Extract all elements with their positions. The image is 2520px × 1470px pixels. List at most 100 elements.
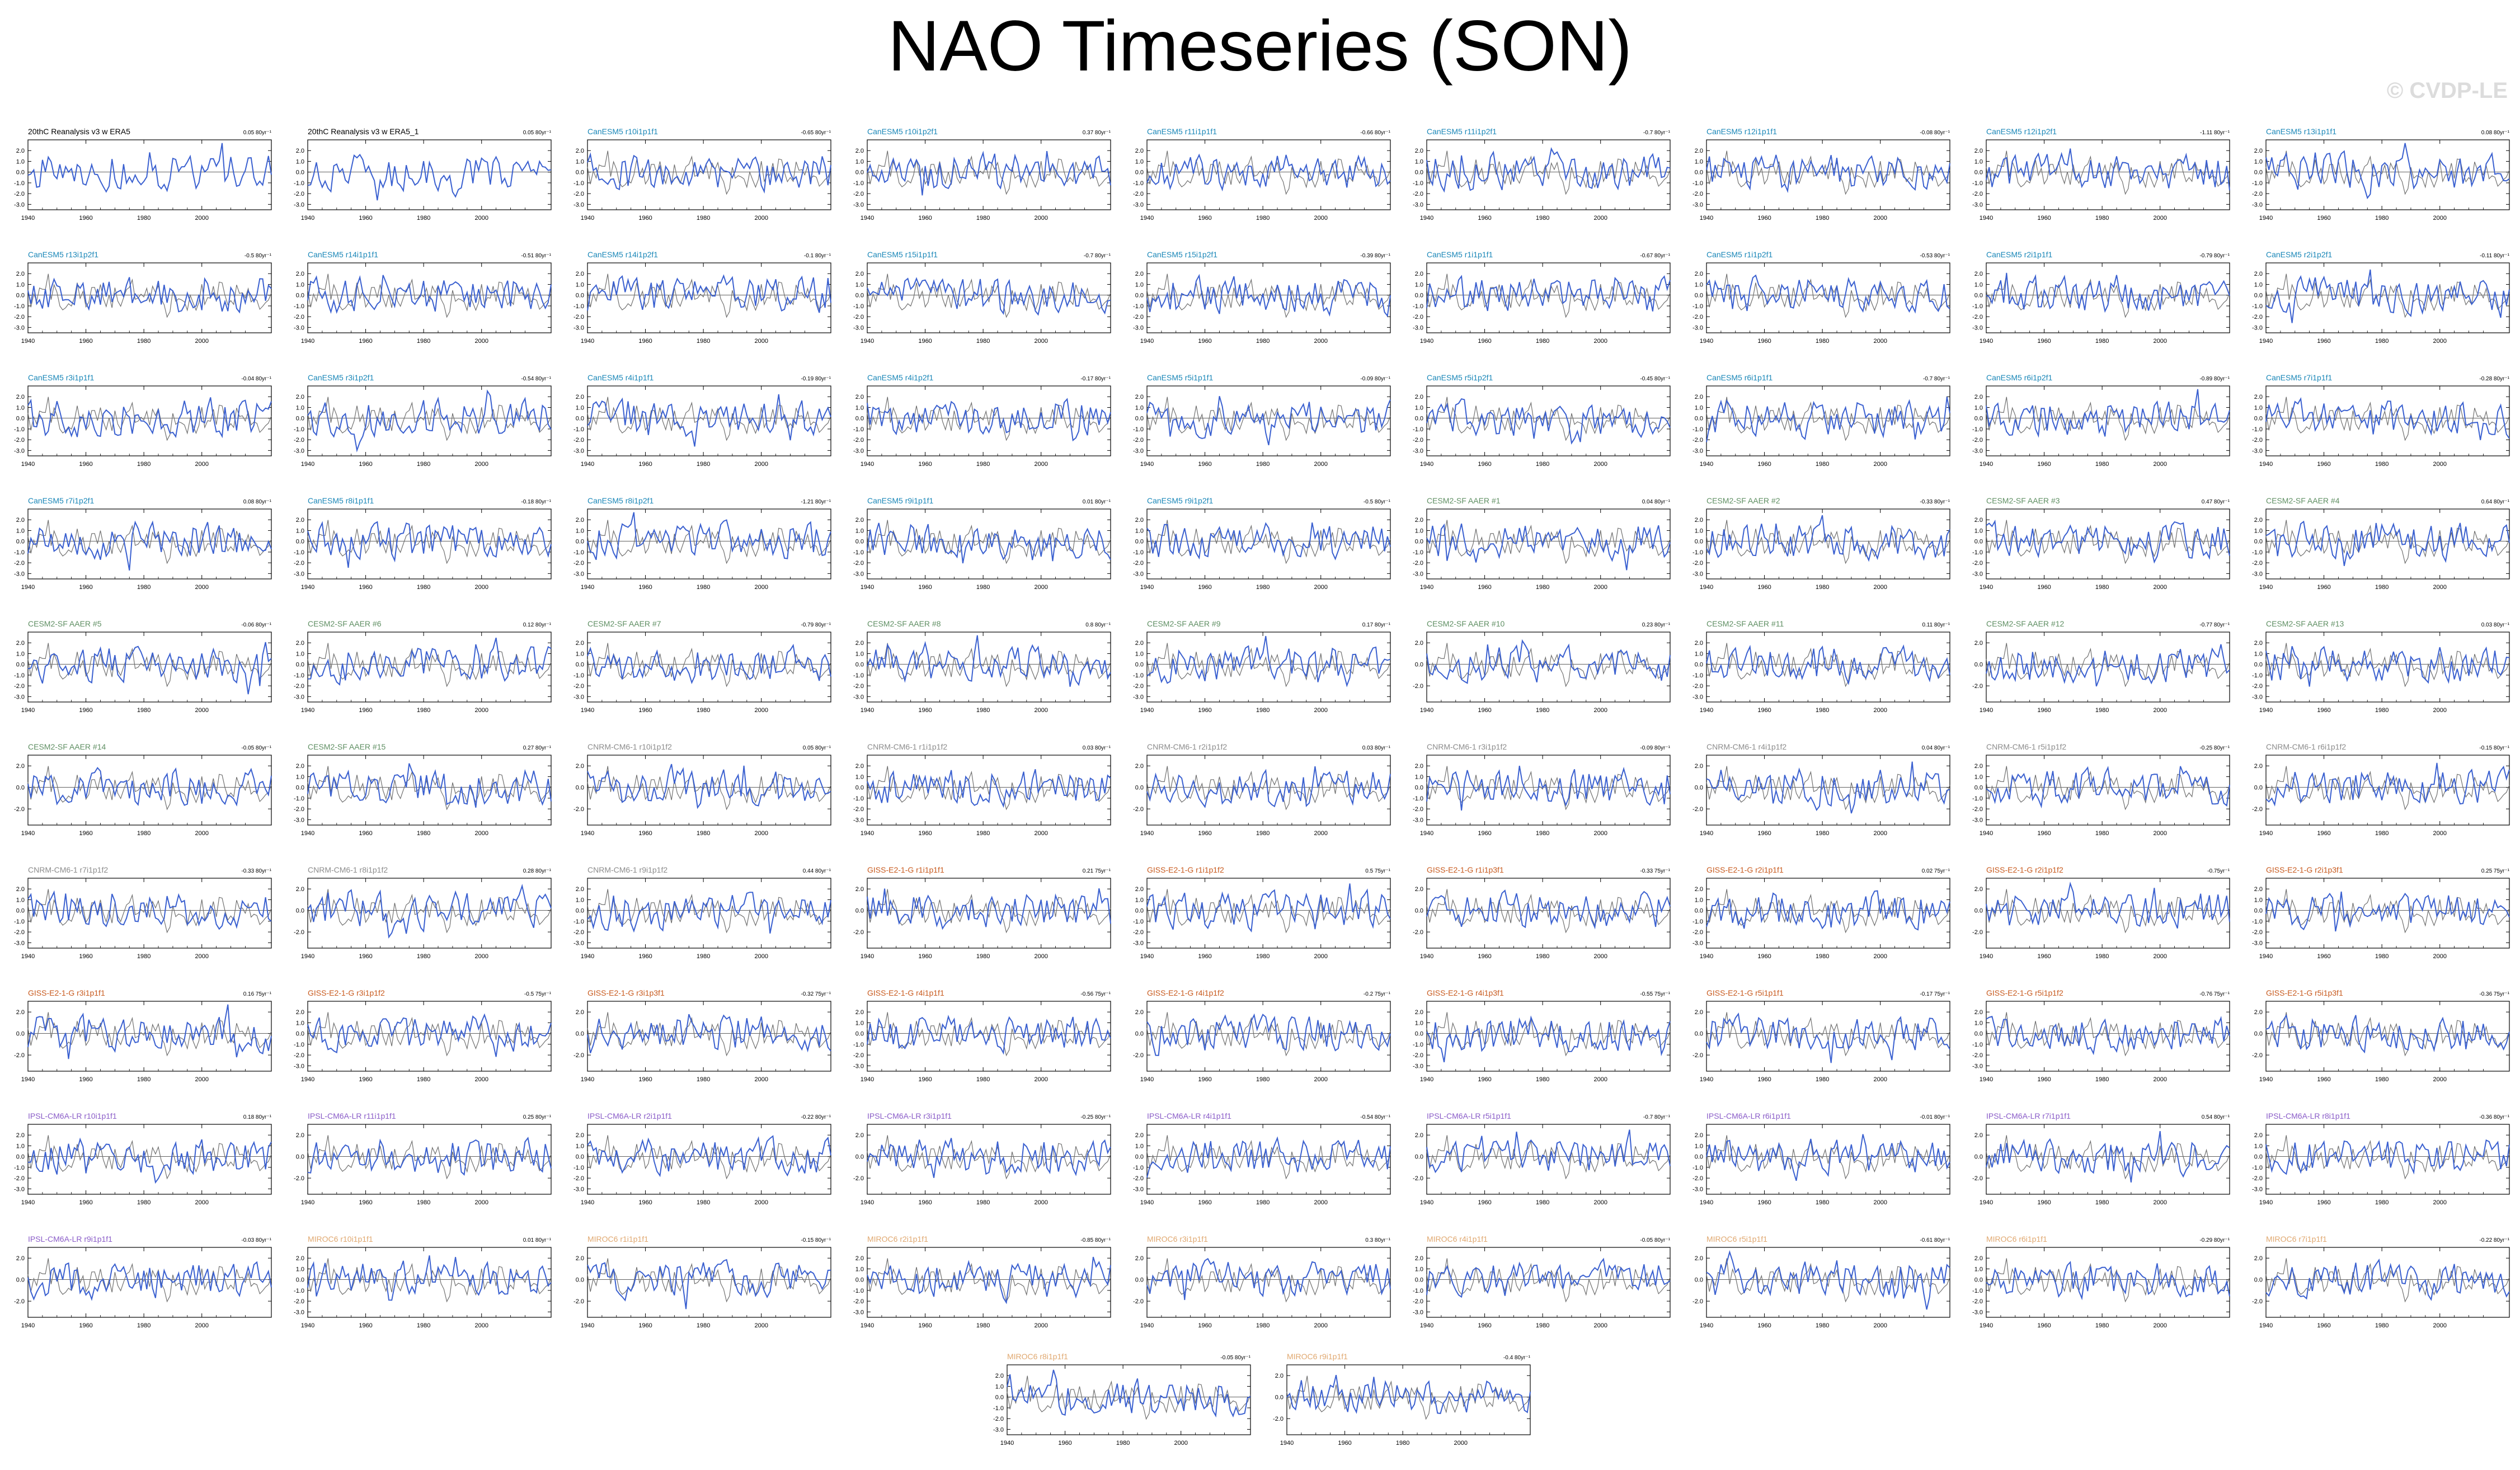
y-tick-label: -2.0 (1692, 437, 1703, 444)
x-tick-label: 2000 (1593, 338, 1607, 345)
trend-label: 0.25 75yr⁻¹ (2481, 868, 2510, 874)
x-tick-label: 1980 (1256, 215, 1270, 222)
x-tick-label: 2000 (1873, 461, 1887, 468)
y-tick-label: -3.0 (2252, 447, 2263, 454)
y-tick-label: 0.0 (1695, 539, 1703, 545)
y-tick-label: -2.0 (853, 560, 864, 567)
member-series-line (27, 1261, 272, 1301)
y-tick-label: 2.0 (1695, 1009, 1703, 1016)
x-tick-label: 1940 (301, 707, 314, 714)
trend-label: -0.2 75yr⁻¹ (1364, 991, 1391, 997)
y-tick-label: -1.0 (573, 303, 584, 310)
x-tick-label: 1960 (1478, 584, 1491, 591)
chart-panel: 2.0 1.0 0.0 -1.0 -2.0 -3.0 1940 1960 1980 2000 CES… (2252, 496, 2510, 591)
chart-panel: 2.0 1.0 0.0 -1.0 -2.0 -3.0 1940 1960 1980 2000 Can… (2252, 373, 2510, 468)
reference-series-line (2265, 150, 2510, 195)
x-tick-label: 2000 (474, 215, 488, 222)
x-tick-label: 2000 (1034, 1322, 1047, 1329)
member-series-line (27, 397, 272, 439)
reference-series-line (1146, 520, 1391, 564)
x-tick-label: 1940 (581, 1199, 594, 1206)
trend-label: -0.79 80yr⁻¹ (801, 622, 831, 628)
y-tick-label: -1.0 (14, 672, 25, 679)
x-tick-label: 1960 (1757, 215, 1771, 222)
reference-series-line (1426, 1135, 1671, 1180)
x-tick-label: 1960 (2317, 707, 2330, 714)
y-tick-label: 2.0 (1135, 394, 1144, 401)
x-tick-label: 2000 (474, 338, 488, 345)
chart-panel: 2.0 1.0 0.0 -1.0 -2.0 -3.0 1940 1960 1980 2000 Can… (573, 373, 831, 468)
y-tick-label: -2.0 (2252, 1175, 2263, 1182)
x-tick-label: 1940 (1000, 1440, 1014, 1447)
y-tick-label: -2.0 (853, 683, 864, 690)
y-tick-label: -3.0 (294, 1309, 304, 1316)
x-tick-label: 1940 (1700, 1322, 1713, 1329)
trend-label: -0.25 80yr⁻¹ (1080, 1114, 1111, 1120)
y-tick-label: 0.0 (1415, 1277, 1423, 1284)
x-tick-label: 1940 (1700, 338, 1713, 345)
y-tick-label: -3.0 (1972, 324, 1983, 331)
y-tick-label: -2.0 (14, 683, 25, 690)
y-tick-label: -1.0 (14, 180, 25, 187)
y-tick-label: 0.0 (1974, 169, 1983, 176)
x-tick-label: 2000 (2433, 953, 2446, 960)
y-tick-label: -1.0 (1133, 1165, 1144, 1171)
member-series-line (1706, 761, 1950, 814)
x-tick-label: 1960 (918, 461, 932, 468)
x-tick-label: 1960 (2037, 584, 2051, 591)
y-tick-label: 2.0 (2254, 1009, 2263, 1016)
x-tick-label: 1940 (1420, 830, 1433, 837)
trend-label: -0.22 80yr⁻¹ (2479, 1237, 2509, 1243)
member-series-line (867, 277, 1111, 316)
chart-panel: 2.0 1.0 0.0 -1.0 -2.0 -3.0 1940 1960 1980 2000 CES… (1692, 619, 1950, 714)
reference-series-line (1146, 889, 1391, 934)
y-tick-label: -1.0 (1133, 426, 1144, 433)
x-tick-label: 2000 (754, 1076, 768, 1083)
x-tick-label: 1940 (2259, 707, 2273, 714)
member-series-line (2265, 520, 2510, 567)
y-tick-label: 2.0 (1695, 148, 1703, 154)
reference-series-line (587, 1258, 831, 1303)
reference-series-line (1706, 397, 1950, 441)
panel-title: IPSL-CM6A-LR r4i1p1f1 (1147, 1111, 1231, 1120)
chart-panel: 2.0 0.0 -2.0 1940 1960 1980 2000 CNRM-CM6-1 r8i… (294, 865, 552, 960)
x-tick-label: 1940 (1700, 1199, 1713, 1206)
x-tick-label: 1940 (1140, 1199, 1154, 1206)
y-tick-label: 2.0 (1974, 394, 1983, 401)
y-tick-label: -1.0 (573, 1165, 584, 1171)
y-tick-label: 0.0 (1695, 785, 1703, 791)
member-series-line (2265, 891, 2510, 932)
y-tick-label: 0.0 (855, 662, 864, 668)
y-tick-label: 0.0 (855, 293, 864, 299)
y-tick-label: -3.0 (294, 447, 304, 454)
trend-label: -0.56 75yr⁻¹ (1080, 991, 1111, 997)
trend-label: 0.3 80yr⁻¹ (1365, 1237, 1390, 1243)
plot-frame (1706, 262, 1950, 333)
trend-label: -0.33 80yr⁻¹ (1920, 499, 1950, 505)
panel-title: CanESM5 r4i1p1f1 (587, 373, 654, 382)
chart-panel: 2.0 0.0 -2.0 1940 1960 1980 2000 GISS-E2-1-G r1… (853, 865, 1111, 960)
plot-frame (587, 755, 831, 826)
y-tick-label: 0.0 (296, 1277, 304, 1284)
x-tick-label: 1960 (359, 584, 372, 591)
y-tick-label: 0.0 (1695, 1277, 1703, 1284)
panel-title: MIROC6 r1i1p1f1 (587, 1235, 648, 1243)
plot-frame (1426, 1247, 1671, 1318)
plot-frame (1706, 508, 1950, 579)
chart-panel: 2.0 1.0 0.0 -1.0 -2.0 -3.0 1940 1960 1980 2000 Can… (14, 496, 272, 591)
y-tick-label: 1.0 (296, 158, 304, 165)
chart-panel: 2.0 1.0 0.0 -1.0 -2.0 -3.0 1940 1960 1980 2000 20t… (294, 127, 552, 222)
y-tick-label: -3.0 (1133, 201, 1144, 208)
x-tick-label: 1960 (79, 1322, 92, 1329)
chart-panel: 2.0 1.0 0.0 -1.0 -2.0 -3.0 1940 1960 1980 2000 Can… (853, 127, 1111, 222)
y-tick-label: 1.0 (1415, 774, 1423, 780)
y-tick-label: -1.0 (2252, 1165, 2263, 1171)
x-tick-label: 2000 (1873, 1322, 1887, 1329)
x-tick-label: 1960 (1198, 953, 1211, 960)
y-tick-label: 2.0 (16, 271, 25, 277)
x-tick-label: 1960 (1478, 953, 1491, 960)
plot-frame (1426, 755, 1671, 826)
y-tick-label: 0.0 (576, 539, 584, 545)
panel-title: CESM2-SF AAER #11 (1706, 619, 1784, 628)
reference-series-line (867, 1258, 1111, 1303)
